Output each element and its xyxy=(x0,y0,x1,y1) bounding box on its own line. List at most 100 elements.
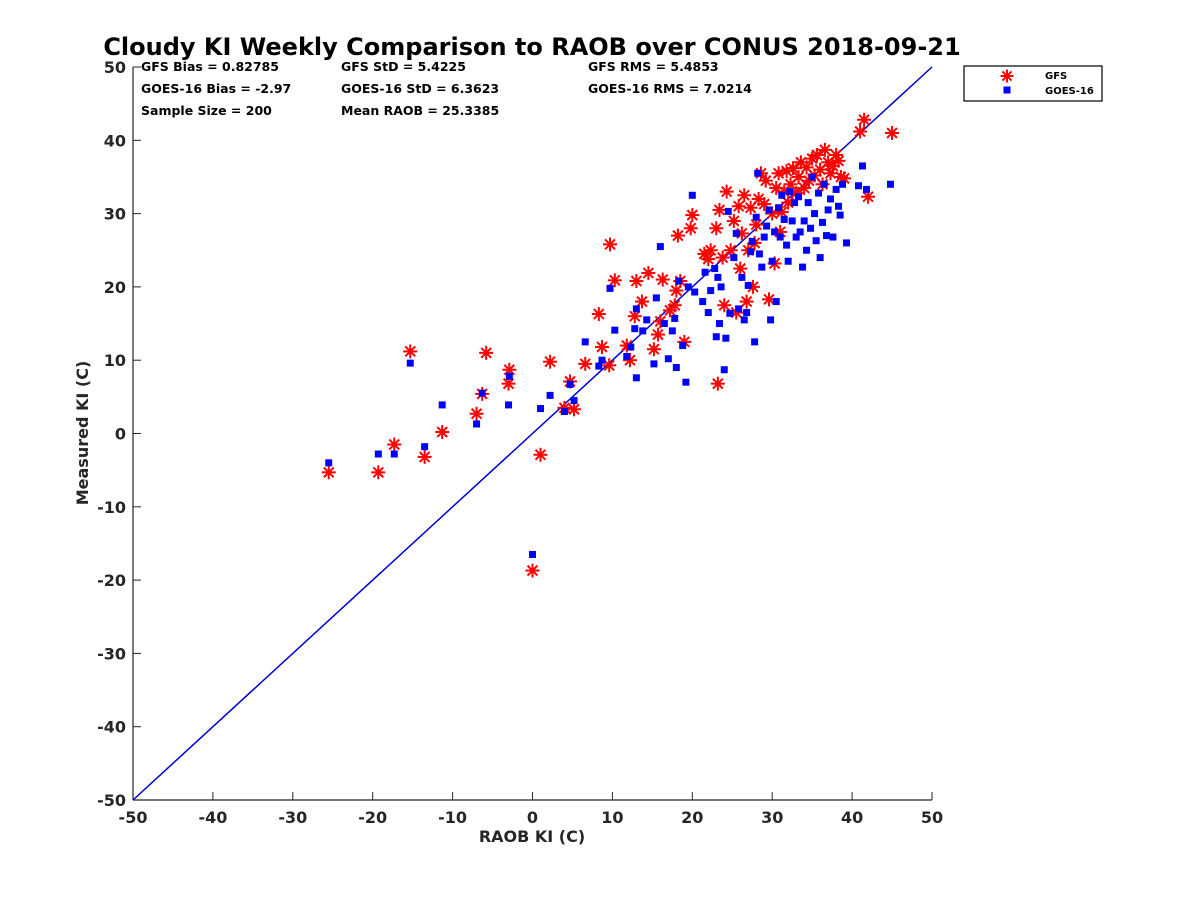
goes-16-point xyxy=(679,342,687,350)
gfs-point xyxy=(717,298,732,313)
goes-16-point xyxy=(827,195,835,203)
goes-16-point xyxy=(712,333,720,341)
goes-16-point xyxy=(656,243,664,251)
goes-16-point xyxy=(390,450,398,458)
goes-16-point xyxy=(598,356,606,364)
goes-16-point xyxy=(803,246,811,254)
x-tick-label: -20 xyxy=(358,808,387,827)
goes-16-point xyxy=(754,169,762,177)
goes-16-point xyxy=(505,401,513,409)
goes-16-point xyxy=(715,320,723,328)
goes-16-point xyxy=(820,180,828,188)
goes-16-point xyxy=(765,206,773,214)
goes-16-point xyxy=(767,316,775,324)
goes-16-point xyxy=(581,338,589,346)
axes: -50 -40 -30 -20 -10 0 10 20 30 40 50 -50 -40 -30 -20 -1… xyxy=(97,58,943,827)
gfs-point xyxy=(791,169,806,184)
gfs-point xyxy=(403,344,418,359)
goes-16-point xyxy=(675,277,683,285)
goes-16-point xyxy=(726,309,734,317)
goes-16-point xyxy=(808,173,816,181)
goes-16-point xyxy=(732,229,740,237)
legend-gfs-symbol xyxy=(1000,69,1014,83)
goes-16-point xyxy=(684,283,692,291)
y-tick-label: 50 xyxy=(104,58,126,77)
goes-16-point xyxy=(832,185,840,193)
gfs-point xyxy=(667,298,682,313)
goes-16-point xyxy=(374,450,382,458)
goes-16-point xyxy=(775,204,783,212)
goes-16-point xyxy=(795,193,803,201)
goes-16-point xyxy=(772,298,780,306)
gfs-point xyxy=(634,294,649,309)
gfs-point xyxy=(758,173,773,188)
legend-gfs-label: GFS xyxy=(1045,71,1067,82)
x-tick-label: -50 xyxy=(119,808,148,827)
legend-box xyxy=(963,65,1103,102)
goes-16-point xyxy=(650,360,658,368)
y-tick-label: 40 xyxy=(104,131,126,150)
stat-gfs-std: GFS StD = 5.4225 xyxy=(341,59,466,74)
goes-16-point xyxy=(823,232,831,240)
goes-16-point xyxy=(632,374,640,382)
gfs-point xyxy=(567,402,582,417)
stat-goes-bias: GOES-16 Bias = -2.97 xyxy=(141,81,291,96)
gfs-point xyxy=(762,292,777,307)
gfs-point xyxy=(321,465,336,480)
goes-16-point xyxy=(546,391,554,399)
gfs-point xyxy=(712,202,727,217)
goes-16-point xyxy=(843,239,851,247)
goes-16-point xyxy=(682,378,690,386)
y-tick-label: -10 xyxy=(97,498,126,517)
goes-16-point xyxy=(660,320,668,328)
y-tick-label: 0 xyxy=(115,425,126,444)
goes-16-point xyxy=(735,305,743,313)
gfs-point xyxy=(602,358,617,373)
chart-title: Cloudy KI Weekly Comparison to RAOB over… xyxy=(103,33,960,61)
goes-16-point xyxy=(643,316,651,324)
x-tick-label: 0 xyxy=(527,808,538,827)
gfs-point xyxy=(533,447,548,462)
goes-16-point xyxy=(784,257,792,265)
gfs-point xyxy=(733,261,748,276)
x-tick-label: 30 xyxy=(761,808,783,827)
goes-16-point xyxy=(691,288,699,296)
goes-16-point xyxy=(819,218,827,226)
goes-16-point xyxy=(751,338,759,346)
goes-16-point xyxy=(611,326,619,334)
goes-16-point xyxy=(631,325,639,333)
x-tick-label: 40 xyxy=(841,808,863,827)
gfs-point xyxy=(739,294,754,309)
gfs-point xyxy=(817,142,832,157)
goes-16-point xyxy=(744,281,752,289)
stats-block: GFS Bias = 0.82785 GFS StD = 5.4225 GFS … xyxy=(141,59,752,118)
gfs-point xyxy=(603,237,618,252)
gfs-point xyxy=(435,425,450,440)
goes-16-point xyxy=(627,343,635,351)
x-tick-label: 20 xyxy=(681,808,703,827)
gfs-point xyxy=(646,342,661,357)
goes-16-point xyxy=(711,265,719,273)
stat-mean-raob: Mean RAOB = 25.3385 xyxy=(341,103,499,118)
goes-16-point xyxy=(758,263,766,271)
plot-points xyxy=(321,112,900,578)
goes-16-point xyxy=(748,237,756,245)
series-goes-16 xyxy=(325,162,894,558)
y-tick-label: -30 xyxy=(97,644,126,663)
gfs-point xyxy=(607,273,622,288)
gfs-point xyxy=(371,465,386,480)
y-tick-label: 30 xyxy=(104,205,126,224)
goes-16-point xyxy=(836,211,844,219)
goes-16-point xyxy=(760,233,768,241)
goes-16-point xyxy=(668,327,676,335)
x-tick-label: 50 xyxy=(921,808,943,827)
gfs-point xyxy=(857,112,872,127)
gfs-point xyxy=(543,354,558,369)
x-tick-label: -10 xyxy=(438,808,467,827)
goes-16-point xyxy=(560,408,568,416)
goes-16-point xyxy=(406,359,414,367)
goes-16-point xyxy=(478,389,486,397)
goes-16-point xyxy=(738,273,746,281)
goes-16-point xyxy=(862,185,870,193)
